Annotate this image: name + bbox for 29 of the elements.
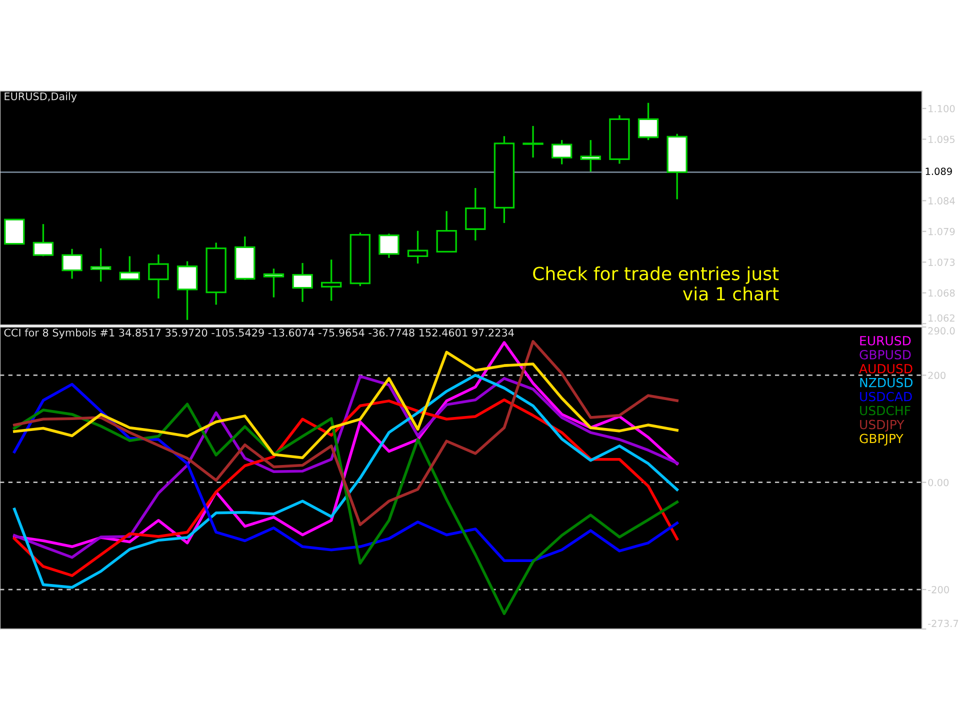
- candlestick: [321, 258, 342, 302]
- candlestick: [552, 139, 572, 166]
- candlestick: [62, 248, 82, 280]
- text: AUDUSD: [859, 364, 912, 374]
- candlestick: [378, 232, 400, 259]
- candlestick: [436, 210, 457, 254]
- candlestick: [407, 230, 428, 264]
- candlestick: [119, 255, 140, 280]
- chart-title: EURUSD,Daily: [4, 92, 77, 102]
- ref-line-label: 1.089: [926, 168, 952, 176]
- text: USDCAD: [860, 392, 912, 402]
- text: GBPUSD: [860, 350, 911, 360]
- candlestick: [148, 254, 169, 300]
- candlestick: [176, 260, 198, 321]
- candlestick: [292, 262, 313, 303]
- candlestick: [90, 247, 112, 282]
- text: USDCHF: [860, 406, 910, 416]
- text: GBPJPY: [860, 434, 904, 446]
- candlestick: [263, 268, 284, 298]
- candlestick: [638, 102, 659, 141]
- candlestick: [32, 223, 54, 258]
- annotation: Check for trade entries just via 1 chart: [533, 266, 779, 301]
- candlestick: [522, 125, 544, 158]
- text: EURUSD: [860, 336, 911, 346]
- candlestick: [580, 139, 601, 172]
- candlestick: [465, 187, 486, 242]
- text: USDJPY: [860, 420, 904, 432]
- text: NZDUSD: [860, 378, 913, 388]
- chart-title: CCI for 8 Symbols #1 34.8517 35.9720 -105.5429 -13.6074 -75.9654 -36.7748 152.4601 97.2234: [4, 328, 514, 339]
